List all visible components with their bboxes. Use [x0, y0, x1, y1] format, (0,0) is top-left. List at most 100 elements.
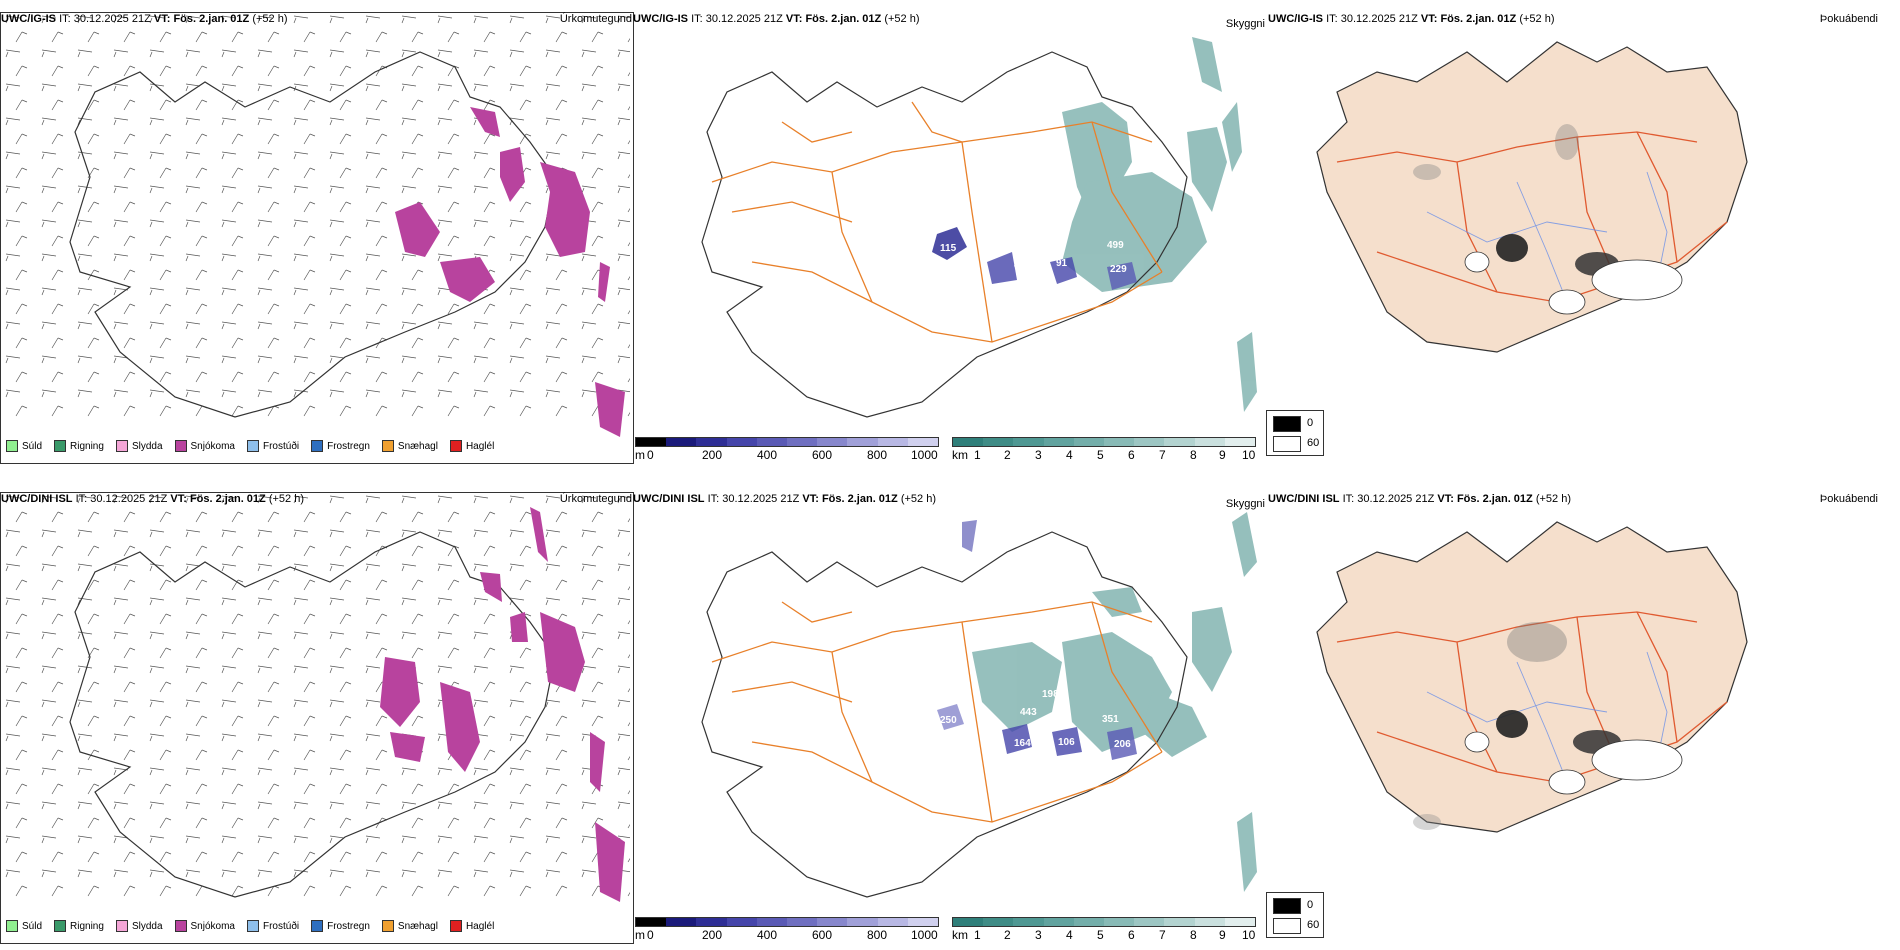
legend-item: Súld: [6, 920, 42, 932]
legend-item: Slydda: [115, 440, 163, 452]
legend-swatch: [311, 440, 324, 452]
colorbar-tick: 200: [702, 928, 723, 942]
fog-key-swatch: [1273, 436, 1301, 452]
cloud-base-spots: [937, 520, 1137, 760]
legend-item: Haglél: [449, 440, 494, 452]
fog-key-bottom: 0 60: [1266, 892, 1324, 938]
legend-item: Snjókoma: [174, 440, 235, 452]
fog-key-top: 0 60: [1266, 410, 1324, 456]
cloud-base-label: 91: [1056, 258, 1068, 269]
colorbar-tick: 1: [974, 448, 981, 462]
cloud-base-label: 182: [1142, 519, 1159, 530]
visibility-colorbar: km 1 2 3 4 5 6 7 8 9 10: [952, 437, 1262, 464]
fog-key-label: 0: [1307, 417, 1314, 429]
cloud-base-label: 499: [1107, 240, 1124, 251]
legend-item: Slydda: [115, 920, 163, 932]
cloud-base-label: 206: [1114, 739, 1131, 750]
iceland-land: [1316, 41, 1748, 353]
cloud-map-bottom: 182 198 443 351 250 56 164 106 206: [701, 512, 1257, 898]
legend-item: Súld: [6, 440, 42, 452]
legend-swatch: [115, 920, 128, 932]
cloud-base-spots: [932, 227, 1137, 290]
cloud-base-label: 418: [1014, 260, 1031, 271]
colorbar-tick: 10: [1242, 928, 1256, 942]
colorbar-tick: 1000: [911, 448, 938, 462]
visibility-areas: [1062, 37, 1257, 412]
cloud-base-label: 443: [1020, 707, 1037, 718]
legend-item: Frostregn: [311, 920, 370, 932]
fog-patches: [1413, 124, 1683, 315]
legend-swatch: [449, 440, 462, 452]
colorbar-tick: 0: [647, 448, 654, 462]
cloud-base-label: 32: [1142, 144, 1154, 155]
fog-map-bottom: [1316, 521, 1748, 833]
legend-swatch: [449, 920, 462, 932]
legend-item: Snjókoma: [174, 920, 235, 932]
precip-panel-top: UWC/IG-IS IT: 30.12.2025 21Z VT: Fös. 2.…: [0, 12, 635, 464]
legend-item: Rigning: [54, 920, 104, 932]
colorbar-tick: 6: [1128, 928, 1135, 942]
precip-map-top: [2, 14, 630, 437]
colorbar-tick: 2: [1004, 448, 1011, 462]
colorbar-tick: 2: [1004, 928, 1011, 942]
colorbar-tick: 3: [1035, 928, 1042, 942]
fog-key-label: 0: [1307, 899, 1314, 911]
colorbar-tick: 600: [812, 448, 833, 462]
panel-type-label: Þokuábendi: [1819, 493, 1878, 505]
panel-header: UWC/IG-IS IT: 30.12.2025 21Z VT: Fös. 2.…: [1268, 13, 1555, 25]
colorbar-tick: 1: [974, 928, 981, 942]
precip-panel-bottom: UWC/DINI ISL IT: 30.12.2025 21Z VT: Fös.…: [0, 492, 635, 944]
cloud-panel-top: 32 270 115 418 91 499 229 UWC/IG-IS IT: …: [632, 12, 1267, 464]
colorbar-tick: 6: [1128, 448, 1135, 462]
colorbar-tick: 1000: [911, 928, 938, 942]
fog-key-swatch: [1273, 918, 1301, 934]
colorbar-tick: 3: [1035, 448, 1042, 462]
precip-map-bottom: [2, 494, 630, 902]
cloud-base-label: 164: [1014, 738, 1031, 749]
panel-type-label: Úrkomutegund: [559, 493, 632, 505]
legend-item: Snæhagl: [381, 440, 438, 452]
cloud-base-label: 106: [1058, 737, 1075, 748]
cloud-panel-bottom: 182 198 443 351 250 56 164 106 206 UWC/D…: [632, 492, 1267, 944]
legend-swatch: [6, 920, 18, 932]
legend-swatch: [54, 920, 67, 932]
panel-type-label: Úrkomutegund: [559, 13, 632, 25]
panel-header: UWC/DINI ISL IT: 30.12.2025 21Z VT: Fös.…: [633, 493, 936, 505]
road-network: [711, 101, 1163, 343]
colorbar-tick: 5: [1097, 928, 1104, 942]
colorbar-tick: 400: [757, 928, 778, 942]
panel-header: UWC/IG-IS IT: 30.12.2025 21Z VT: Fös. 2.…: [1, 13, 288, 25]
colorbar-tick: 800: [867, 928, 888, 942]
cloud-base-label: 198: [1042, 689, 1059, 700]
panel-header: UWC/IG-IS IT: 30.12.2025 21Z VT: Fös. 2.…: [633, 13, 920, 25]
legend-item: Frostúði: [246, 440, 299, 452]
fog-key-label: 60: [1307, 919, 1320, 931]
panel-type-label: Þokuábendi: [1819, 13, 1878, 25]
cloud-base-label: 229: [1110, 264, 1127, 275]
colorbar-unit: km: [952, 448, 968, 462]
iceland-outline: [701, 531, 1188, 898]
legend-swatch: [174, 920, 187, 932]
colorbar-tick: 10: [1242, 448, 1256, 462]
legend-swatch: [174, 440, 187, 452]
legend-swatch: [54, 440, 67, 452]
colorbar-tick: 400: [757, 448, 778, 462]
precip-legend: Súld Rigning Slydda Snjókoma Frostúði Fr…: [6, 920, 494, 932]
cloud-base-label: 115: [940, 243, 957, 254]
colorbar-tick: 7: [1159, 928, 1166, 942]
panel-type-label: Skyggni: [1225, 498, 1265, 510]
colorbar-tick: 200: [702, 448, 723, 462]
legend-swatch: [381, 440, 394, 452]
colorbar-tick: 8: [1190, 928, 1197, 942]
colorbar-tick: 8: [1190, 448, 1197, 462]
legend-item: Frostúði: [246, 920, 299, 932]
road-network: [711, 601, 1163, 823]
legend-item: Rigning: [54, 440, 104, 452]
colorbar-unit: m: [635, 448, 645, 462]
iceland-outline: [69, 51, 556, 418]
colorbar-tick: 9: [1219, 448, 1226, 462]
legend-swatch: [246, 920, 259, 932]
fog-key-label: 60: [1307, 437, 1320, 449]
fog-key-swatch: [1273, 416, 1301, 432]
legend-swatch: [115, 440, 128, 452]
